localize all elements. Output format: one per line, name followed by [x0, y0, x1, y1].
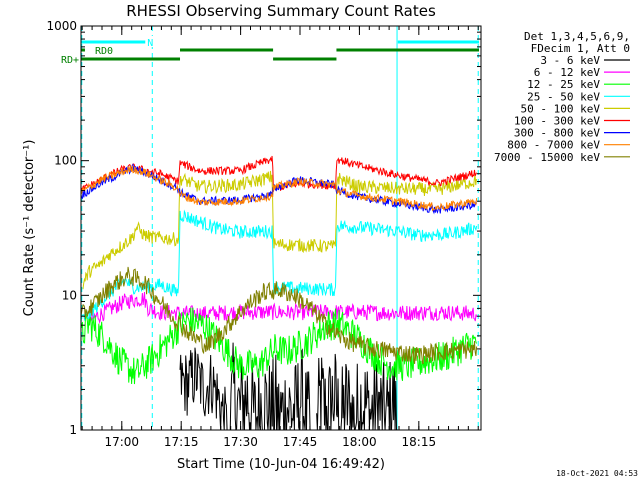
- legend-label-50-100-kev: 50 - 100 keV: [521, 102, 601, 115]
- x-tick-label-17-15: 17:15: [164, 435, 199, 449]
- legend-header-line-2: FDecim 1, Att 0: [531, 42, 630, 55]
- y-tick-label-100: 100: [54, 154, 77, 168]
- series-line-7000-15000-kev: [81, 266, 478, 365]
- series-line-50-100-kev: [82, 170, 477, 290]
- plot-frame: [80, 25, 482, 431]
- flag-label-rd: RD+: [61, 55, 79, 66]
- x-tick-label-17-30: 17:30: [223, 435, 258, 449]
- x-axis-label: Start Time (10-Jun-04 16:49:42): [177, 457, 385, 472]
- chart-title: RHESSI Observing Summary Count Rates: [126, 2, 436, 20]
- series-line-800-7000-kev: [81, 165, 478, 212]
- y-axis-label: Count Rate (s⁻¹ detector⁻¹): [22, 140, 37, 317]
- legend-label-12-25-kev: 12 - 25 keV: [527, 78, 600, 91]
- x-tick-label-17-00: 17:00: [104, 435, 139, 449]
- series-line-300-800-kev: [81, 163, 478, 215]
- x-tick-label-18-15: 18:15: [402, 435, 437, 449]
- flag-label-rd0: RD0: [95, 46, 113, 57]
- legend-label-800-7000-kev: 800 - 7000 keV: [507, 139, 600, 152]
- flag-label-n: N: [147, 38, 153, 49]
- y-tick-label-1: 1: [69, 423, 77, 437]
- x-tick-label-17-45: 17:45: [283, 435, 318, 449]
- legend-label-300-800-kev: 300 - 800 keV: [514, 127, 600, 140]
- x-tick-label-18-00: 18:00: [342, 435, 377, 449]
- legend-label-6-12-kev: 6 - 12 keV: [534, 66, 601, 79]
- legend-label-3-6-kev: 3 - 6 keV: [540, 54, 600, 67]
- series-line-3-6-kev-b: [179, 347, 228, 430]
- series-line-3-6-kev-a: [229, 342, 311, 430]
- legend-header-line-1: Det 1,3,4,5,6,9,: [524, 30, 630, 43]
- footer-timestamp: 18-Oct-2021 04:53: [556, 469, 638, 478]
- y-tick-label-10: 10: [62, 288, 77, 302]
- y-tick-label-1000: 1000: [46, 19, 77, 33]
- legend-label-7000-15000-kev: 7000 - 15000 keV: [494, 151, 600, 164]
- legend-label-100-300-kev: 100 - 300 keV: [514, 115, 600, 128]
- legend: Det 1,3,4,5,6,9, FDecim 1, Att 0 3 - 6 k…: [494, 30, 630, 164]
- legend-label-25-50-kev: 25 - 50 keV: [527, 90, 600, 103]
- series-line-12-25-kev: [81, 307, 478, 385]
- series-line-6-12-kev: [88, 291, 478, 326]
- series-line-3-6-kev: [316, 353, 398, 430]
